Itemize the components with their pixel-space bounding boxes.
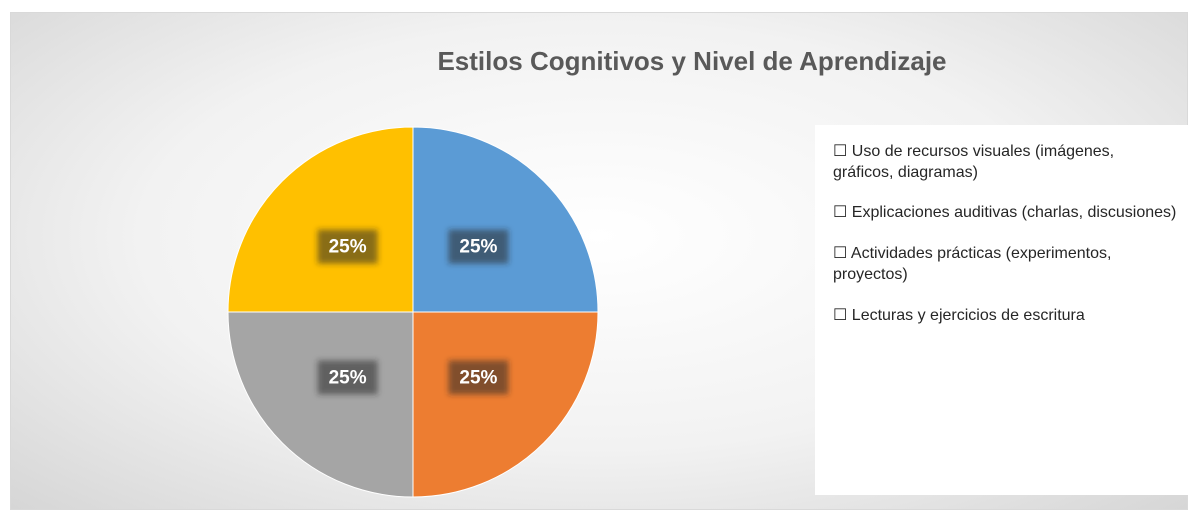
legend-entry: ☐ Uso de recursos visuales (imágenes, gr… — [833, 143, 1115, 181]
data-label: 25% — [329, 237, 367, 258]
label-backdrop — [448, 360, 509, 395]
pie-slice — [227, 311, 414, 498]
label-backdrop — [448, 229, 509, 264]
legend-entry: ☐ Explicaciones auditivas (charlas, disc… — [833, 204, 1177, 221]
pie-slice — [412, 126, 599, 313]
label-backdrop — [317, 360, 378, 395]
data-label: 25% — [459, 237, 497, 258]
legend: ☐ Uso de recursos visuales (imágenes, gr… — [815, 125, 1188, 495]
legend-entry: ☐ Lecturas y ejercicios de escritura — [833, 307, 1085, 324]
data-label: 25% — [329, 367, 367, 388]
chart-title: Estilos Cognitivos y Nivel de Aprendizaj… — [437, 46, 946, 76]
data-label: 25% — [459, 367, 497, 388]
pie-slice — [227, 126, 414, 313]
legend-entry: ☐ Actividades prácticas (experimentos, p… — [833, 245, 1112, 283]
label-backdrop — [317, 229, 378, 264]
pie-slice — [412, 311, 599, 498]
